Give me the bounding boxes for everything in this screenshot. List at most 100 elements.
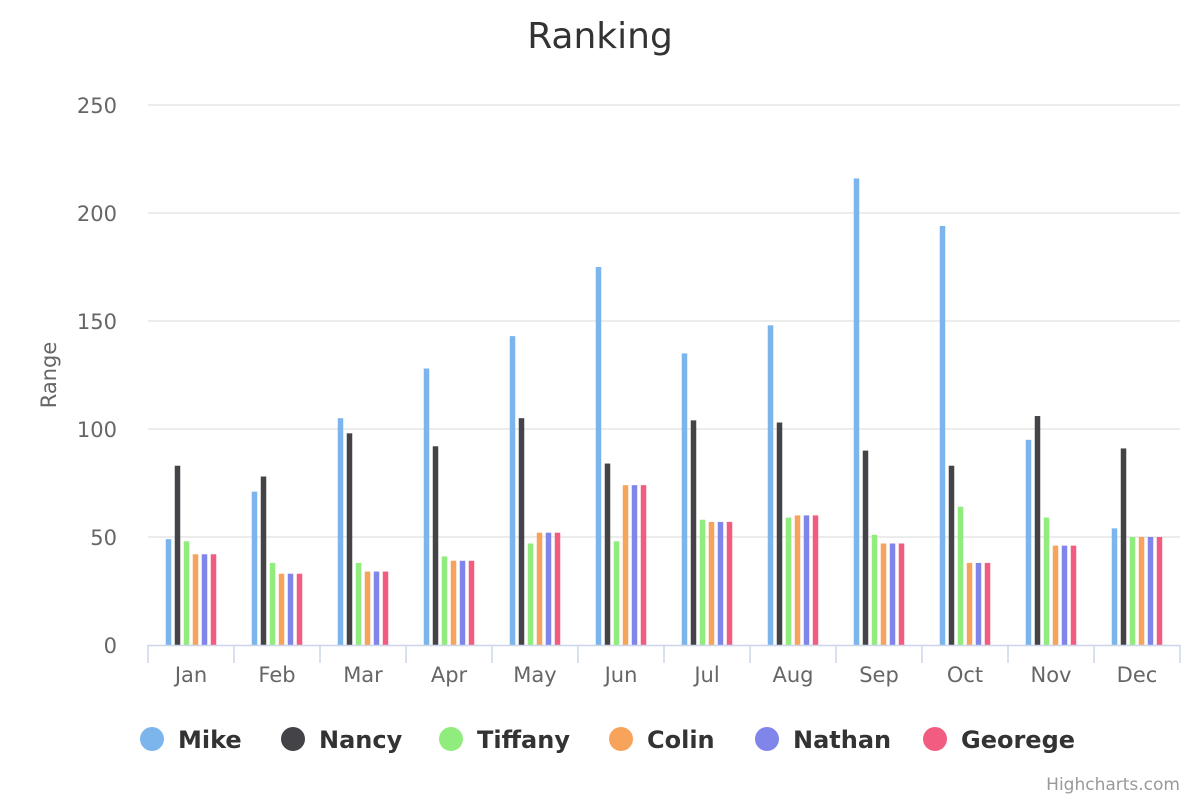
bar-tiffany-aug[interactable] xyxy=(785,517,792,645)
bar-tiffany-sep[interactable] xyxy=(871,534,878,645)
bar-tiffany-jan[interactable] xyxy=(183,541,190,645)
bar-nathan-jan[interactable] xyxy=(201,554,208,645)
bar-georege-jan[interactable] xyxy=(210,554,217,645)
bar-colin-jan[interactable] xyxy=(192,554,199,645)
bar-tiffany-mar[interactable] xyxy=(355,562,362,645)
bar-georege-nov[interactable] xyxy=(1070,545,1077,645)
bar-tiffany-feb[interactable] xyxy=(269,562,276,645)
bar-nancy-jan[interactable] xyxy=(174,465,181,645)
bar-tiffany-dec[interactable] xyxy=(1129,537,1136,645)
y-tick-label: 0 xyxy=(104,634,117,658)
bar-georege-feb[interactable] xyxy=(296,573,303,645)
x-tick-label: Sep xyxy=(859,663,899,687)
legend-marker xyxy=(439,727,463,751)
bar-georege-jun[interactable] xyxy=(640,485,647,645)
x-tick-label: Nov xyxy=(1031,663,1072,687)
bar-colin-apr[interactable] xyxy=(450,560,457,645)
bar-nathan-sep[interactable] xyxy=(889,543,896,645)
bar-nancy-may[interactable] xyxy=(518,418,525,645)
bar-georege-jul[interactable] xyxy=(726,521,733,645)
bar-colin-oct[interactable] xyxy=(966,562,973,645)
bar-tiffany-apr[interactable] xyxy=(441,556,448,645)
bar-nathan-jun[interactable] xyxy=(631,485,638,645)
bar-georege-mar[interactable] xyxy=(382,571,389,645)
x-tick-label: Jun xyxy=(603,663,638,687)
bar-colin-jul[interactable] xyxy=(708,521,715,645)
bar-colin-dec[interactable] xyxy=(1138,537,1145,645)
bar-tiffany-oct[interactable] xyxy=(957,506,964,645)
bar-colin-feb[interactable] xyxy=(278,573,285,645)
bar-nathan-mar[interactable] xyxy=(373,571,380,645)
x-tick-label: May xyxy=(513,663,556,687)
gridlines xyxy=(148,104,1180,538)
bar-mike-aug[interactable] xyxy=(767,325,774,645)
legend-item-mike[interactable]: Mike xyxy=(140,726,242,754)
bar-georege-may[interactable] xyxy=(554,532,561,645)
legend-marker xyxy=(923,727,947,751)
legend-item-nathan[interactable]: Nathan xyxy=(755,726,891,754)
bar-nathan-nov[interactable] xyxy=(1061,545,1068,645)
bar-georege-aug[interactable] xyxy=(812,515,819,645)
bar-nancy-feb[interactable] xyxy=(260,476,267,645)
bar-nathan-aug[interactable] xyxy=(803,515,810,645)
bar-tiffany-jul[interactable] xyxy=(699,519,706,645)
legend-item-nancy[interactable]: Nancy xyxy=(281,726,403,754)
bar-tiffany-may[interactable] xyxy=(527,543,534,645)
bar-nancy-oct[interactable] xyxy=(948,465,955,645)
bar-nancy-sep[interactable] xyxy=(862,450,869,645)
bar-nathan-feb[interactable] xyxy=(287,573,294,645)
bar-nancy-jul[interactable] xyxy=(690,420,697,645)
x-tick-label: Oct xyxy=(947,663,983,687)
bar-nancy-mar[interactable] xyxy=(346,433,353,645)
legend-label: Colin xyxy=(647,726,715,754)
legend-item-tiffany[interactable]: Tiffany xyxy=(439,726,570,754)
bar-tiffany-jun[interactable] xyxy=(613,541,620,645)
bar-mike-apr[interactable] xyxy=(423,368,430,645)
bar-mike-jul[interactable] xyxy=(681,353,688,645)
legend-marker xyxy=(609,727,633,751)
bar-mike-nov[interactable] xyxy=(1025,439,1032,645)
bar-nathan-may[interactable] xyxy=(545,532,552,645)
bar-mike-sep[interactable] xyxy=(853,178,860,645)
bar-georege-oct[interactable] xyxy=(984,562,991,645)
bar-nancy-apr[interactable] xyxy=(432,446,439,645)
bar-colin-jun[interactable] xyxy=(622,485,629,645)
bar-mike-jan[interactable] xyxy=(165,539,172,645)
bar-colin-may[interactable] xyxy=(536,532,543,645)
bar-nancy-jun[interactable] xyxy=(604,463,611,645)
bar-colin-nov[interactable] xyxy=(1052,545,1059,645)
x-tick-label: Feb xyxy=(258,663,295,687)
y-tick-label: 100 xyxy=(77,418,117,442)
bar-colin-sep[interactable] xyxy=(880,543,887,645)
x-tick-label: Mar xyxy=(343,663,383,687)
bar-nancy-aug[interactable] xyxy=(776,422,783,645)
bar-nathan-apr[interactable] xyxy=(459,560,466,645)
bar-colin-aug[interactable] xyxy=(794,515,801,645)
bar-mike-feb[interactable] xyxy=(251,491,258,645)
legend-label: Georege xyxy=(961,726,1075,754)
bar-georege-sep[interactable] xyxy=(898,543,905,645)
legend-label: Nathan xyxy=(793,726,891,754)
chart-title: Ranking xyxy=(527,16,673,57)
bar-georege-apr[interactable] xyxy=(468,560,475,645)
bar-georege-dec[interactable] xyxy=(1156,537,1163,645)
bar-nathan-oct[interactable] xyxy=(975,562,982,645)
bar-nancy-nov[interactable] xyxy=(1034,416,1041,645)
legend-item-colin[interactable]: Colin xyxy=(609,726,715,754)
y-tick-label: 150 xyxy=(77,310,117,334)
bar-tiffany-nov[interactable] xyxy=(1043,517,1050,645)
bar-mike-oct[interactable] xyxy=(939,225,946,645)
credits-link[interactable]: Highcharts.com xyxy=(1046,775,1180,795)
bar-nathan-dec[interactable] xyxy=(1147,537,1154,645)
bar-mike-mar[interactable] xyxy=(337,418,344,645)
bar-colin-mar[interactable] xyxy=(364,571,371,645)
bar-mike-jun[interactable] xyxy=(595,267,602,645)
bar-mike-may[interactable] xyxy=(509,336,516,645)
legend-item-georege[interactable]: Georege xyxy=(923,726,1075,754)
bar-nancy-dec[interactable] xyxy=(1120,448,1127,645)
legend: Mike Nancy Tiffany Colin Nathan Georege xyxy=(140,726,1075,754)
bar-mike-dec[interactable] xyxy=(1111,528,1118,645)
bar-nathan-jul[interactable] xyxy=(717,521,724,645)
